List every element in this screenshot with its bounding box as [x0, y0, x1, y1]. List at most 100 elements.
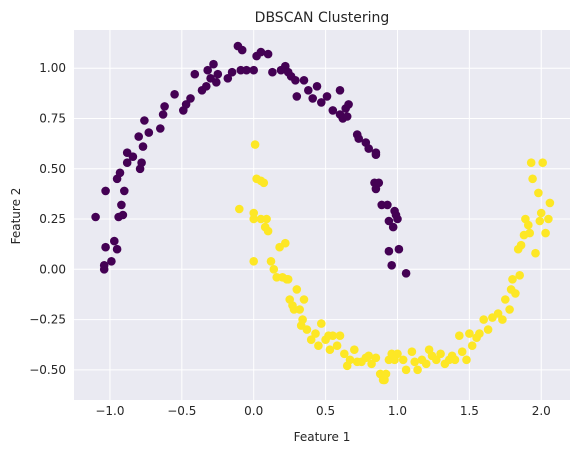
data-point-cluster-0	[212, 78, 221, 87]
data-point-cluster-0	[107, 257, 116, 266]
data-point-cluster-0	[140, 116, 149, 125]
data-point-cluster-0	[101, 186, 110, 196]
data-point-cluster-0	[364, 144, 374, 153]
data-point-cluster-1	[299, 295, 309, 304]
data-point-cluster-0	[256, 47, 266, 57]
data-point-cluster-0	[354, 134, 364, 143]
data-point-cluster-1	[525, 228, 534, 238]
data-point-cluster-1	[306, 335, 316, 345]
data-point-cluster-1	[534, 188, 543, 198]
data-point-cluster-1	[345, 355, 355, 365]
y-tick-label: 0.00	[39, 262, 66, 276]
data-point-cluster-0	[137, 158, 146, 167]
data-point-cluster-1	[371, 353, 381, 363]
data-point-cluster-1	[401, 365, 411, 375]
data-point-cluster-0	[317, 98, 326, 107]
data-point-cluster-0	[304, 86, 313, 95]
data-point-cluster-1	[311, 329, 320, 338]
data-point-cluster-1	[367, 359, 376, 369]
data-point-cluster-1	[538, 158, 547, 167]
data-point-cluster-0	[328, 106, 338, 115]
data-point-cluster-0	[242, 65, 251, 75]
data-point-cluster-1	[531, 248, 540, 258]
y-tick-label: 0.25	[39, 212, 66, 226]
data-point-cluster-0	[394, 244, 404, 254]
data-point-cluster-0	[371, 148, 381, 157]
data-point-cluster-0	[190, 69, 200, 79]
data-point-cluster-1	[235, 204, 244, 214]
x-tick-label: 1.5	[460, 404, 479, 418]
data-point-cluster-1	[508, 275, 517, 284]
data-point-cluster-1	[465, 329, 474, 338]
data-point-cluster-1	[421, 359, 431, 369]
data-point-cluster-0	[384, 246, 394, 256]
y-tick-label: 0.50	[39, 162, 66, 176]
data-point-cluster-0	[128, 152, 138, 161]
data-point-cluster-0	[117, 200, 126, 210]
data-point-cluster-1	[325, 345, 335, 355]
data-point-cluster-0	[144, 128, 154, 137]
data-point-cluster-1	[259, 178, 269, 188]
data-point-cluster-0	[401, 269, 411, 278]
data-point-cluster-0	[335, 86, 345, 95]
x-axis-label: Feature 1	[294, 430, 351, 444]
data-point-cluster-0	[227, 67, 237, 77]
data-point-cluster-0	[115, 168, 125, 178]
data-point-cluster-0	[374, 178, 384, 188]
data-point-cluster-0	[249, 65, 258, 75]
data-point-cluster-0	[170, 90, 179, 99]
data-point-cluster-1	[498, 315, 507, 324]
data-point-cluster-0	[292, 92, 302, 101]
data-point-cluster-0	[101, 242, 110, 252]
data-point-cluster-0	[213, 69, 223, 79]
data-point-cluster-0	[342, 112, 352, 121]
data-point-cluster-0	[110, 236, 119, 246]
data-point-cluster-0	[263, 49, 273, 59]
data-point-cluster-0	[223, 74, 233, 83]
data-point-cluster-1	[501, 295, 510, 304]
x-tick-label: 0.0	[244, 404, 263, 418]
data-point-cluster-1	[292, 285, 302, 294]
x-tick-label: −0.5	[167, 404, 196, 418]
data-point-cluster-1	[516, 240, 526, 250]
y-axis-label: Feature 2	[9, 188, 23, 245]
data-point-cluster-0	[344, 100, 353, 109]
data-point-cluster-1	[544, 214, 553, 224]
data-point-cluster-0	[181, 100, 191, 109]
data-point-cluster-1	[479, 315, 489, 324]
data-point-cluster-0	[384, 216, 394, 226]
data-point-cluster-0	[268, 67, 277, 77]
x-tick-label: −1.0	[95, 404, 124, 418]
data-point-cluster-1	[332, 341, 342, 351]
data-point-cluster-0	[186, 94, 195, 103]
data-point-cluster-1	[350, 345, 359, 355]
y-tick-label: 1.00	[39, 61, 66, 75]
data-point-cluster-1	[475, 329, 484, 338]
data-point-cluster-0	[291, 76, 300, 85]
data-point-cluster-0	[158, 110, 168, 119]
data-point-cluster-1	[545, 198, 555, 208]
data-point-cluster-1	[298, 315, 307, 324]
data-point-cluster-1	[249, 214, 258, 224]
data-point-cluster-1	[262, 214, 271, 224]
data-point-cluster-1	[281, 238, 290, 248]
y-tick-label: −0.50	[29, 363, 66, 377]
data-point-cluster-1	[335, 331, 345, 341]
chart-title: DBSCAN Clustering	[255, 10, 390, 26]
data-point-cluster-1	[266, 257, 276, 266]
data-point-cluster-1	[393, 349, 402, 359]
data-point-cluster-1	[535, 216, 545, 226]
data-point-cluster-0	[91, 212, 100, 222]
data-point-cluster-1	[317, 319, 326, 328]
data-point-cluster-1	[462, 355, 471, 365]
data-point-cluster-0	[299, 76, 309, 85]
data-point-cluster-0	[308, 94, 318, 103]
data-point-cluster-1	[410, 357, 420, 367]
data-point-cluster-0	[388, 222, 398, 232]
data-point-cluster-0	[120, 186, 129, 196]
data-point-cluster-0	[237, 45, 247, 55]
data-point-cluster-1	[250, 140, 260, 149]
data-point-cluster-1	[407, 347, 417, 357]
